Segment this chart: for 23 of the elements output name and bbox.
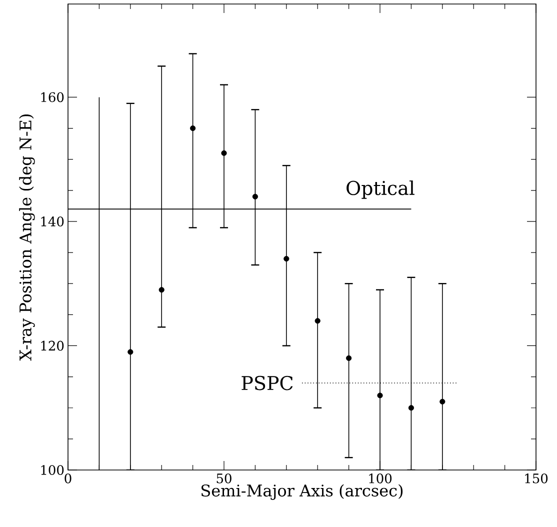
series-label: PSPC xyxy=(242,376,293,390)
point xyxy=(440,398,446,404)
x-tick-label: 100 xyxy=(369,474,392,484)
point xyxy=(158,287,164,293)
series-label: Optical xyxy=(346,180,414,199)
point xyxy=(408,405,414,411)
x-axis-title: Semi-Major Axis (arcsec) xyxy=(202,484,403,500)
y-axis-title: X-ray Position Angle (deg N-E) xyxy=(19,114,35,361)
point xyxy=(377,392,383,398)
point xyxy=(190,125,196,132)
point xyxy=(128,349,134,355)
point xyxy=(314,318,320,324)
x-tick-label: 0 xyxy=(64,474,72,484)
y-tick-label: 160 xyxy=(41,92,64,102)
y-tick-label: 140 xyxy=(41,216,64,226)
point xyxy=(252,194,258,200)
y-tick-label: 100 xyxy=(41,465,64,475)
x-tick-label: 150 xyxy=(525,474,548,484)
x-tick-label: 50 xyxy=(216,474,232,484)
point xyxy=(284,256,290,262)
point xyxy=(221,150,227,156)
y-tick-label: 120 xyxy=(41,340,64,351)
point xyxy=(346,355,352,361)
